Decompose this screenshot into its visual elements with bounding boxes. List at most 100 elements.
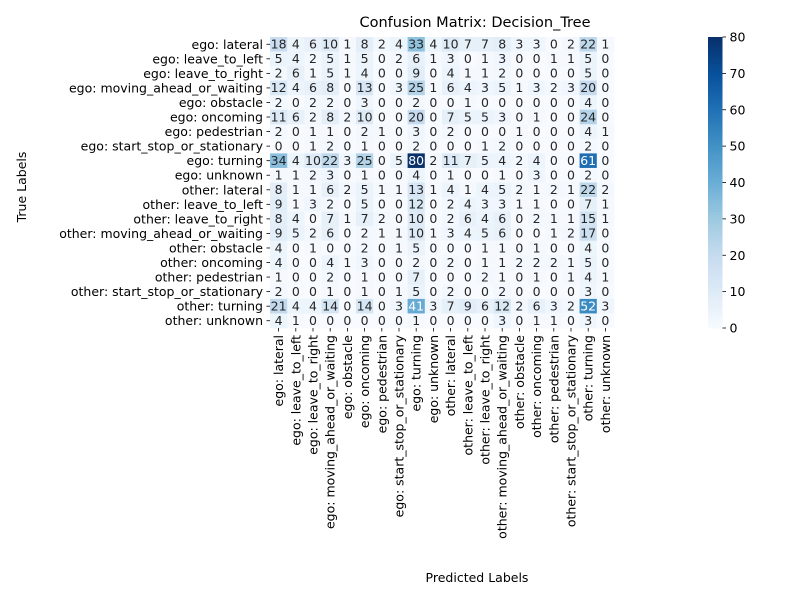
- heatmap-cell: [442, 37, 460, 52]
- y-tick-label: ego: pedestrian: [165, 124, 263, 139]
- heatmap-cell: [442, 153, 460, 169]
- colorbar-segment: [708, 45, 723, 50]
- heatmap-cell: [356, 138, 374, 154]
- cell-value-label: 9: [412, 66, 420, 81]
- cell-value-label: 1: [292, 197, 300, 212]
- heatmap-cell: [373, 66, 391, 82]
- cell-value-label: 0: [343, 80, 351, 95]
- heatmap-cell: [338, 95, 357, 111]
- heatmap-cell: [476, 226, 494, 242]
- cell-value-label: 0: [550, 124, 558, 139]
- heatmap-cell: [373, 51, 391, 67]
- colorbar-segment: [708, 141, 723, 146]
- cell-value-label: 6: [326, 226, 334, 241]
- heatmap-cell: [545, 80, 563, 96]
- cell-value-label: 2: [412, 138, 420, 153]
- heatmap-cell: [424, 138, 443, 154]
- heatmap-cell: [545, 167, 563, 183]
- cell-value-label: 10: [357, 109, 373, 124]
- cell-value-label: 6: [309, 80, 317, 95]
- heatmap-cell: [442, 255, 460, 271]
- heatmap-cell: [390, 51, 408, 67]
- cell-value-label: 0: [275, 138, 283, 153]
- x-tick-label: other: oncoming: [529, 335, 544, 438]
- y-tick-label: other: obstacle: [169, 240, 263, 255]
- cell-value-label: 8: [326, 80, 334, 95]
- cell-value-label: 0: [550, 197, 558, 212]
- cell-value-label: 0: [601, 226, 609, 241]
- heatmap-cell: [321, 95, 340, 111]
- cell-value-label: 21: [271, 298, 287, 313]
- colorbar-segment: [708, 211, 723, 216]
- cell-value-label: 5: [395, 153, 403, 168]
- cell-value-label: 7: [412, 269, 420, 284]
- heatmap-cell: [287, 66, 305, 82]
- heatmap-cell: [270, 167, 288, 183]
- cell-value-label: 6: [498, 226, 506, 241]
- y-tick-label: ego: obstacle: [179, 95, 263, 110]
- heatmap-cell: [338, 226, 357, 242]
- heatmap-cell: [562, 51, 580, 67]
- cell-value-label: 5: [412, 240, 420, 255]
- cell-value-label: 3: [567, 80, 575, 95]
- heatmap-cell: [356, 211, 374, 227]
- cell-value-label: 0: [515, 109, 523, 124]
- cell-value-label: 6: [481, 298, 489, 313]
- colorbar-segment: [708, 202, 723, 207]
- cell-value-label: 0: [567, 153, 575, 168]
- heatmap-cell: [459, 138, 477, 154]
- heatmap-cell: [287, 138, 305, 154]
- cell-value-label: 1: [361, 269, 369, 284]
- x-tick-label: ego: pedestrian: [374, 335, 389, 433]
- cell-value-label: 0: [326, 240, 334, 255]
- cell-value-label: 0: [515, 240, 523, 255]
- heatmap-cell: [270, 269, 288, 285]
- colorbar-segment: [708, 101, 723, 105]
- cell-value-label: 0: [309, 269, 317, 284]
- cell-value-label: 10: [322, 37, 338, 52]
- heatmap-cell: [304, 211, 322, 227]
- cell-value-label: 10: [408, 226, 424, 241]
- cell-value-label: 2: [584, 138, 592, 153]
- heatmap-cell: [528, 153, 546, 169]
- cell-value-label: 4: [292, 298, 300, 313]
- cell-value-label: 0: [429, 138, 437, 153]
- cell-value-label: 0: [395, 109, 403, 124]
- colorbar-segment: [708, 109, 723, 114]
- heatmap-cell: [390, 37, 408, 52]
- cell-value-label: 0: [395, 269, 403, 284]
- heatmap-cell: [390, 167, 408, 183]
- heatmap-cell: [459, 211, 477, 227]
- cell-value-label: 0: [429, 109, 437, 124]
- heatmap-cell: [476, 37, 494, 52]
- cell-value-label: 0: [550, 240, 558, 255]
- heatmap-cell: [493, 269, 512, 285]
- x-tick-label: ego: oncoming: [357, 335, 372, 428]
- cell-value-label: 1: [378, 226, 386, 241]
- heatmap-cell: [270, 211, 288, 227]
- cell-value-label: 0: [343, 124, 351, 139]
- heatmap-cell: [390, 313, 408, 329]
- heatmap-cell: [356, 240, 374, 256]
- cell-value-label: 4: [481, 182, 489, 197]
- heatmap-cell: [356, 284, 374, 300]
- heatmap-cell: [579, 95, 598, 111]
- cell-value-label: 2: [326, 197, 334, 212]
- heatmap-cell: [270, 255, 288, 271]
- heatmap-cell: [287, 269, 305, 285]
- cell-value-label: 3: [533, 168, 541, 183]
- cell-value-label: 0: [395, 211, 403, 226]
- cell-value-label: 4: [533, 153, 541, 168]
- cell-value-label: 0: [343, 313, 351, 328]
- cell-value-label: 0: [395, 138, 403, 153]
- heatmap-cell: [528, 37, 546, 52]
- colorbar-segment: [708, 185, 723, 189]
- x-axis-label: Predicted Labels: [426, 570, 529, 585]
- colorbar-segment: [708, 51, 723, 56]
- heatmap-cell: [493, 51, 512, 67]
- cell-value-label: 3: [481, 80, 489, 95]
- cell-value-label: 9: [275, 226, 283, 241]
- cell-value-label: 2: [361, 124, 369, 139]
- colorbar-segment: [708, 83, 723, 88]
- cell-value-label: 1: [533, 197, 541, 212]
